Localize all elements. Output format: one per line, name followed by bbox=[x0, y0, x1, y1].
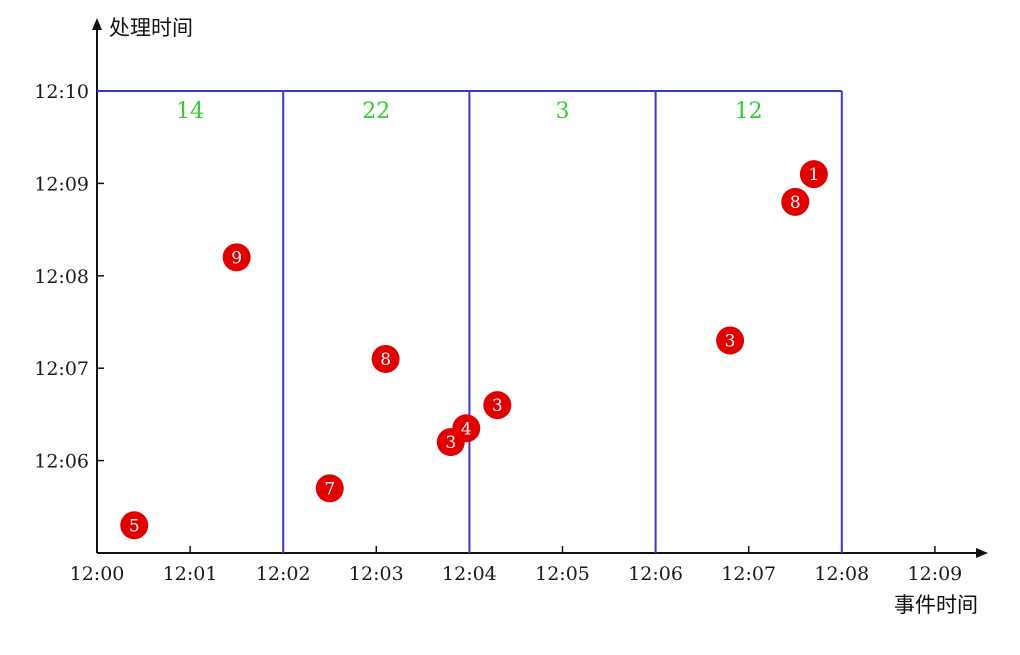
data-point-label: 1 bbox=[808, 165, 819, 185]
data-point bbox=[222, 243, 251, 272]
windows: 14 22 3 12 bbox=[97, 90, 843, 553]
data-point-label: 9 bbox=[231, 248, 242, 268]
data-point-label: 4 bbox=[461, 419, 472, 439]
y-tick-label: 12:08 bbox=[34, 266, 89, 288]
x-tick-label: 12:04 bbox=[442, 563, 497, 585]
data-point-label: 5 bbox=[129, 516, 140, 536]
data-point bbox=[483, 391, 512, 420]
window-sum-label: 22 bbox=[362, 99, 390, 124]
data-point bbox=[371, 344, 400, 373]
data-point-label: 7 bbox=[324, 479, 335, 499]
data-point bbox=[452, 414, 481, 443]
window-sum-label: 12 bbox=[735, 99, 763, 124]
data-point-label: 3 bbox=[445, 433, 456, 453]
y-tick-label: 12:07 bbox=[34, 358, 89, 380]
y-tick-label: 12:06 bbox=[34, 451, 89, 473]
data-point-label: 8 bbox=[790, 193, 801, 213]
y-axis-title: 处理时间 bbox=[109, 16, 193, 40]
x-tick-label: 12:08 bbox=[814, 563, 869, 585]
data-point bbox=[315, 474, 344, 503]
data-point bbox=[120, 511, 149, 540]
x-tick-label: 12:01 bbox=[163, 563, 218, 585]
data-point-label: 3 bbox=[725, 331, 736, 351]
x-tick-label: 12:09 bbox=[908, 563, 963, 585]
y-tick-label: 12:10 bbox=[34, 81, 89, 103]
x-tick-label: 12:00 bbox=[70, 563, 125, 585]
data-point bbox=[716, 326, 745, 355]
x-tick-label: 12:05 bbox=[535, 563, 590, 585]
x-tick-label: 12:06 bbox=[628, 563, 683, 585]
axes bbox=[92, 18, 988, 558]
y-axis-arrow bbox=[92, 18, 102, 30]
x-tick-label: 12:03 bbox=[349, 563, 404, 585]
data-point-label: 3 bbox=[492, 396, 503, 416]
window-sum-label: 3 bbox=[556, 99, 570, 124]
x-tick-label: 12:02 bbox=[256, 563, 311, 585]
x-tick-label: 12:07 bbox=[721, 563, 776, 585]
window-sum-label: 14 bbox=[176, 99, 204, 124]
data-point bbox=[799, 160, 828, 189]
data-point-label: 8 bbox=[380, 350, 391, 370]
data-point bbox=[781, 187, 810, 216]
y-tick-label: 12:09 bbox=[34, 173, 89, 195]
tick-labels: 12:00 12:01 12:02 12:03 12:04 12:05 12:06 12:07… bbox=[34, 81, 962, 585]
x-axis-title: 事件时间 bbox=[894, 593, 978, 617]
x-axis-arrow bbox=[976, 548, 988, 558]
